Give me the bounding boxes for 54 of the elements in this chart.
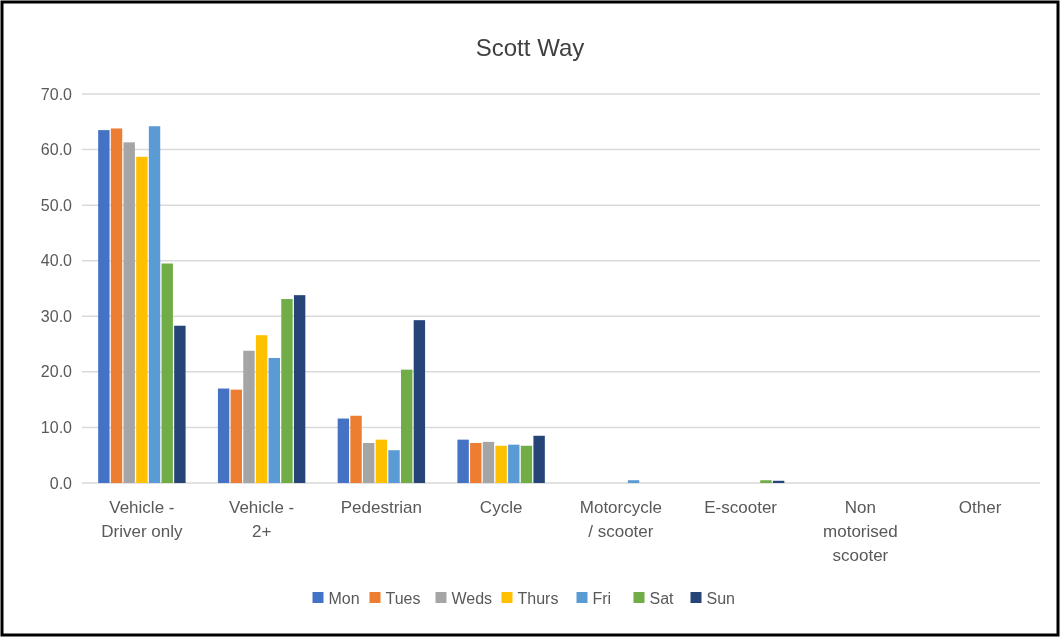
x-tick-label: Cycle bbox=[479, 498, 523, 517]
bar bbox=[110, 128, 123, 483]
bar bbox=[482, 441, 495, 483]
bar bbox=[533, 435, 545, 483]
bar bbox=[375, 439, 388, 483]
bar bbox=[350, 415, 362, 483]
bar bbox=[293, 295, 306, 483]
bar bbox=[136, 156, 148, 483]
bar bbox=[627, 480, 640, 483]
legend-label: Fri bbox=[592, 589, 612, 607]
x-tick-label: Vehicle - 2+ bbox=[229, 498, 295, 541]
bar bbox=[760, 480, 772, 483]
bar bbox=[281, 299, 293, 483]
legend-label: Sat bbox=[649, 589, 675, 607]
bar bbox=[174, 325, 186, 483]
bar bbox=[520, 445, 533, 483]
y-tick-label: 70.0 bbox=[40, 85, 73, 103]
bar bbox=[98, 130, 110, 483]
y-tick-label: 30.0 bbox=[40, 307, 73, 325]
bar bbox=[495, 445, 507, 483]
y-tick-label: 40.0 bbox=[40, 252, 73, 270]
bar bbox=[123, 142, 135, 483]
chart-title: Scott Way bbox=[475, 34, 585, 61]
x-tick-label: Vehicle - Driver only bbox=[101, 498, 183, 541]
bar bbox=[508, 444, 520, 483]
x-tick-label: Non motorised scooter bbox=[823, 498, 898, 565]
y-tick-label: 20.0 bbox=[40, 363, 73, 381]
bar bbox=[413, 320, 426, 483]
bar bbox=[217, 388, 230, 483]
bar bbox=[268, 357, 280, 483]
legend-label: Weds bbox=[451, 589, 493, 607]
bar bbox=[388, 450, 400, 483]
x-tick-label: E-scooter bbox=[704, 498, 778, 517]
bar bbox=[230, 389, 242, 483]
bar bbox=[363, 442, 375, 483]
legend-label: Sun bbox=[706, 589, 735, 607]
bar bbox=[470, 442, 482, 483]
bar bbox=[243, 350, 255, 483]
legend-label: Thurs bbox=[517, 589, 559, 607]
y-tick-label: 60.0 bbox=[40, 141, 73, 159]
y-tick-label: 10.0 bbox=[40, 419, 73, 437]
x-tick-label: Motorcycle / scooter bbox=[579, 498, 662, 541]
legend-label: Tues bbox=[385, 589, 421, 607]
y-tick-label: 50.0 bbox=[40, 196, 73, 214]
bar bbox=[161, 263, 173, 483]
bar bbox=[255, 335, 268, 483]
bar bbox=[337, 418, 350, 483]
bar bbox=[401, 369, 413, 483]
bar bbox=[457, 439, 469, 483]
bar bbox=[148, 126, 161, 483]
x-tick-label: Other bbox=[958, 498, 1002, 517]
legend-label: Mon bbox=[328, 589, 360, 607]
x-tick-label: Pedestrian bbox=[340, 498, 423, 517]
y-tick-label: 0.0 bbox=[49, 474, 73, 492]
